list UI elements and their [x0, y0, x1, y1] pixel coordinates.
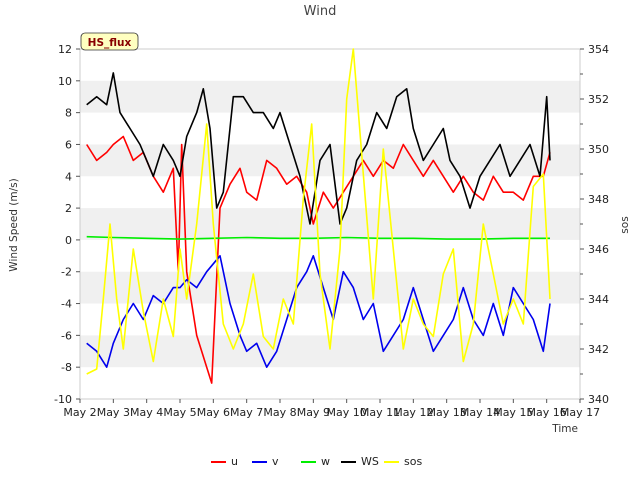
- x-tick-label: May 4: [130, 406, 163, 419]
- series-sos-line: [86, 48, 551, 375]
- x-tick-label: May 3: [97, 406, 130, 419]
- grid-band: [80, 80, 580, 113]
- x-tick-label: May 13: [427, 406, 467, 419]
- legend-label-u: u: [231, 455, 238, 468]
- y2-tick-label: 354: [588, 43, 609, 56]
- y2-tick-label: 350: [588, 143, 609, 156]
- y2-tick-label: 348: [588, 193, 609, 206]
- x-tick-label: May 7: [230, 406, 263, 419]
- y2-tick-label: 340: [588, 393, 609, 406]
- y-tick-label: 6: [65, 138, 72, 151]
- y-tick-label: 2: [65, 202, 72, 215]
- y-axis-label: Wind Speed (m/s): [8, 178, 20, 271]
- x-tick-label: May 9: [297, 406, 330, 419]
- y-tick-label: -2: [61, 266, 72, 279]
- y-tick-label: 4: [65, 170, 72, 183]
- x-axis-ticks: May 2 May 3 May 4 May 5 May 6 May 7 May 8 May 9…: [63, 399, 600, 419]
- y2-tick-label: 342: [588, 343, 609, 356]
- y-tick-label: 12: [58, 43, 72, 56]
- legend: u v w WS sos: [211, 455, 422, 468]
- y-tick-label: -8: [61, 361, 72, 374]
- y-tick-label: 8: [65, 107, 72, 120]
- x-tick-label: May 12: [393, 406, 433, 419]
- legend-label-WS: WS: [361, 455, 379, 468]
- grid-band: [80, 208, 580, 240]
- x-tick-label: May 5: [163, 406, 196, 419]
- y-tick-label: -10: [54, 393, 72, 406]
- series-WS-line: [86, 72, 551, 225]
- site-badge-text: HS_flux: [88, 37, 132, 49]
- x-tick-label: May 6: [197, 406, 230, 419]
- y2-axis-label: sos: [619, 216, 631, 233]
- x-axis-label: Time: [551, 423, 578, 435]
- x-tick-label: May 16: [527, 406, 567, 419]
- y2-tick-label: 346: [588, 243, 609, 256]
- y2-tick-label: 352: [588, 93, 609, 106]
- legend-label-v: v: [272, 455, 279, 468]
- chart-title: Wind: [304, 4, 337, 19]
- x-tick-label: May 14: [460, 406, 500, 419]
- y-tick-label: -6: [61, 329, 72, 342]
- x-tick-label: May 2: [63, 406, 96, 419]
- x-tick-label: May 17: [560, 406, 600, 419]
- y-tick-label: 0: [65, 234, 72, 247]
- series-v-line: [86, 255, 551, 369]
- grid-band: [80, 335, 580, 368]
- series-u-line: [86, 135, 551, 384]
- y-axis-ticks: -10 -8 -6 -4 -2 0 2 4 6 8 10 12: [54, 43, 80, 406]
- x-tick-label: May 15: [493, 406, 533, 419]
- x-tick-label: May 10: [327, 406, 367, 419]
- y-tick-label: -4: [61, 298, 72, 311]
- y-tick-label: 10: [58, 75, 72, 88]
- x-tick-label: May 11: [360, 406, 400, 419]
- series-w-line: [86, 235, 550, 240]
- site-badge-box: [80, 32, 139, 51]
- y2-tick-label: 344: [588, 293, 609, 306]
- site-badge: HS_flux: [80, 32, 139, 51]
- series-lines: [86, 48, 551, 384]
- y2-axis-ticks: 340 342 344 346 348 350 352 354: [580, 43, 609, 406]
- grid-band: [80, 271, 580, 304]
- x-tick-label: May 8: [263, 406, 296, 419]
- legend-label-w: w: [321, 455, 330, 468]
- legend-label-sos: sos: [404, 455, 422, 468]
